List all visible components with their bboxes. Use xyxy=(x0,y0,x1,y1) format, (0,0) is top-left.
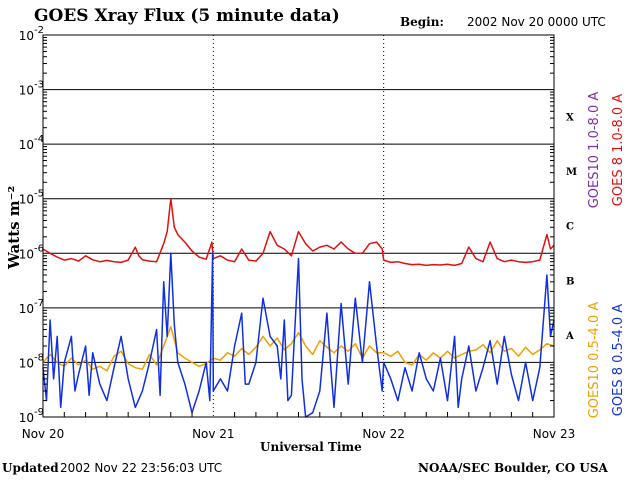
y-tick-exponent: -7 xyxy=(34,298,44,309)
flare-class-label: X xyxy=(566,113,574,124)
y-tick-exponent: -6 xyxy=(34,243,44,254)
y-tick-label: 10 xyxy=(19,356,34,370)
flare-class-labels: X M C B A xyxy=(565,113,577,342)
updated-value: 2002 Nov 22 23:56:03 UTC xyxy=(60,461,223,475)
y-tick-label: 10 xyxy=(19,247,34,261)
y-tick-exponent: -2 xyxy=(34,25,44,36)
legend-entry: GOES 8 0.5-4.0 A xyxy=(611,304,626,416)
x-axis-label: Universal Time xyxy=(260,440,362,454)
y-tick-exponent: -8 xyxy=(34,352,44,363)
y-tick-label: 10 xyxy=(19,193,34,207)
x-tick-label: Nov 20 xyxy=(22,427,65,441)
y-tick-label: 10 xyxy=(19,302,34,316)
y-axis-label: Watts m⁻² xyxy=(5,185,23,269)
x-axis-ticks: Nov 20 Nov 21 Nov 22 Nov 23 xyxy=(22,412,576,441)
flare-class-label: M xyxy=(566,167,577,178)
legend: GOES10 1.0-8.0 A GOES 8 1.0-8.0 A GOES10 0… xyxy=(587,92,626,419)
y-tick-exponent: -3 xyxy=(34,80,44,91)
updated-label: Updated xyxy=(2,461,59,475)
flare-class-label: C xyxy=(566,222,574,233)
y-tick-label: 10 xyxy=(19,29,34,43)
credit-text: NOAA/SEC Boulder, CO USA xyxy=(418,461,608,475)
plot-frame xyxy=(42,34,555,418)
flare-class-label: B xyxy=(566,276,574,287)
begin-label: Begin: xyxy=(400,15,444,29)
begin-value: 2002 Nov 20 0000 UTC xyxy=(467,15,606,29)
y-tick-label: 10 xyxy=(19,411,34,425)
y-tick-label: 10 xyxy=(19,84,34,98)
y-tick-label: 10 xyxy=(19,138,34,152)
series-line xyxy=(42,252,555,418)
grid-lines xyxy=(43,35,554,417)
x-tick-label: Nov 21 xyxy=(192,427,235,441)
legend-entry: GOES10 1.0-8.0 A xyxy=(587,92,602,209)
y-axis-ticks: 10-210-310-410-510-610-710-810-9 xyxy=(19,25,554,425)
y-tick-exponent: -4 xyxy=(34,134,44,145)
chart-title: GOES Xray Flux (5 minute data) xyxy=(34,6,340,26)
y-tick-exponent: -9 xyxy=(34,407,44,418)
y-tick-exponent: -5 xyxy=(34,189,44,200)
x-tick-label: Nov 23 xyxy=(533,427,576,441)
legend-entry: GOES 8 1.0-8.0 A xyxy=(611,94,626,206)
series-layer xyxy=(42,197,555,418)
flare-class-label: A xyxy=(565,331,574,342)
x-tick-label: Nov 22 xyxy=(362,427,405,441)
legend-entry: GOES10 0.5-4.0 A xyxy=(587,302,602,419)
series-line xyxy=(42,197,555,267)
series-line xyxy=(42,326,555,372)
